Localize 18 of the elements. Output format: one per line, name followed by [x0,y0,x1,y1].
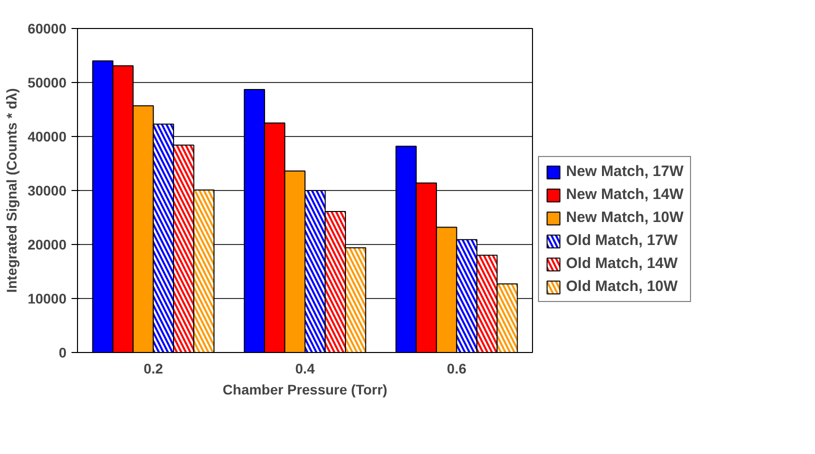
legend-label: New Match, 10W [566,209,684,226]
legend-label: Old Match, 14W [566,255,678,272]
y-tick-label: 0 [58,344,67,360]
x-axis-title: Chamber Pressure (Torr) [222,382,388,398]
y-tick-label: 10000 [28,290,67,306]
legend-label: New Match, 14W [566,186,684,203]
legend-label: Old Match, 10W [566,278,678,295]
y-tick-label: 30000 [28,182,67,198]
x-tick-label: 0.4 [295,360,315,376]
x-tick-label: 0.6 [446,360,467,376]
y-tick-label: 60000 [28,20,67,36]
y-tick-label: 20000 [28,236,67,252]
x-tick-label: 0.2 [144,360,164,376]
y-tick-label: 40000 [28,128,67,144]
legend-label: New Match, 17W [566,163,684,180]
y-axis-title: Integrated Signal (Counts * dλ) [4,88,20,293]
legend-label: Old Match, 17W [566,232,678,249]
y-tick-label: 50000 [28,74,67,90]
